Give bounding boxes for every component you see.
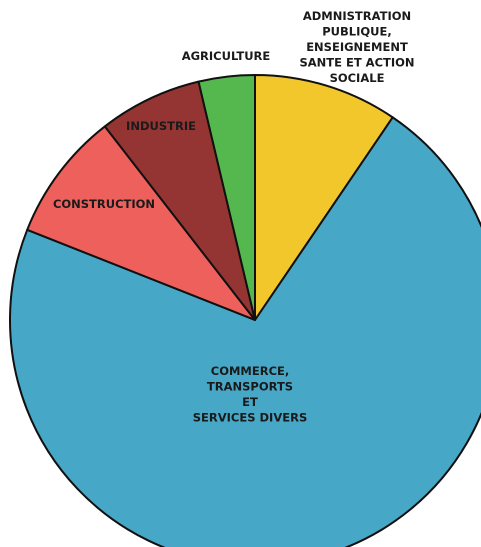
slice-label-admnistration: ADMNISTRATION PUBLIQUE, ENSEIGNEMENT SANTE … bbox=[299, 9, 414, 85]
pie-labels: ADMNISTRATION PUBLIQUE, ENSEIGNEMENT SANTE … bbox=[53, 9, 415, 425]
slice-label-agriculture: AGRICULTURE bbox=[182, 49, 271, 63]
pie-slice-agriculture bbox=[197, 74, 256, 321]
slice-label-industrie: INDUSTRIE bbox=[126, 119, 196, 133]
slice-label-commerce: COMMERCE, TRANSPORTS ET SERVICES DIVERS bbox=[193, 364, 307, 425]
pie-slice-admnistration bbox=[254, 74, 394, 321]
pie-slice-construction bbox=[26, 125, 256, 321]
pie-slices bbox=[9, 74, 481, 547]
slice-label-construction: CONSTRUCTION bbox=[53, 197, 155, 211]
pie-slice-commerce bbox=[9, 116, 481, 547]
pie-slice-industrie bbox=[103, 80, 256, 321]
